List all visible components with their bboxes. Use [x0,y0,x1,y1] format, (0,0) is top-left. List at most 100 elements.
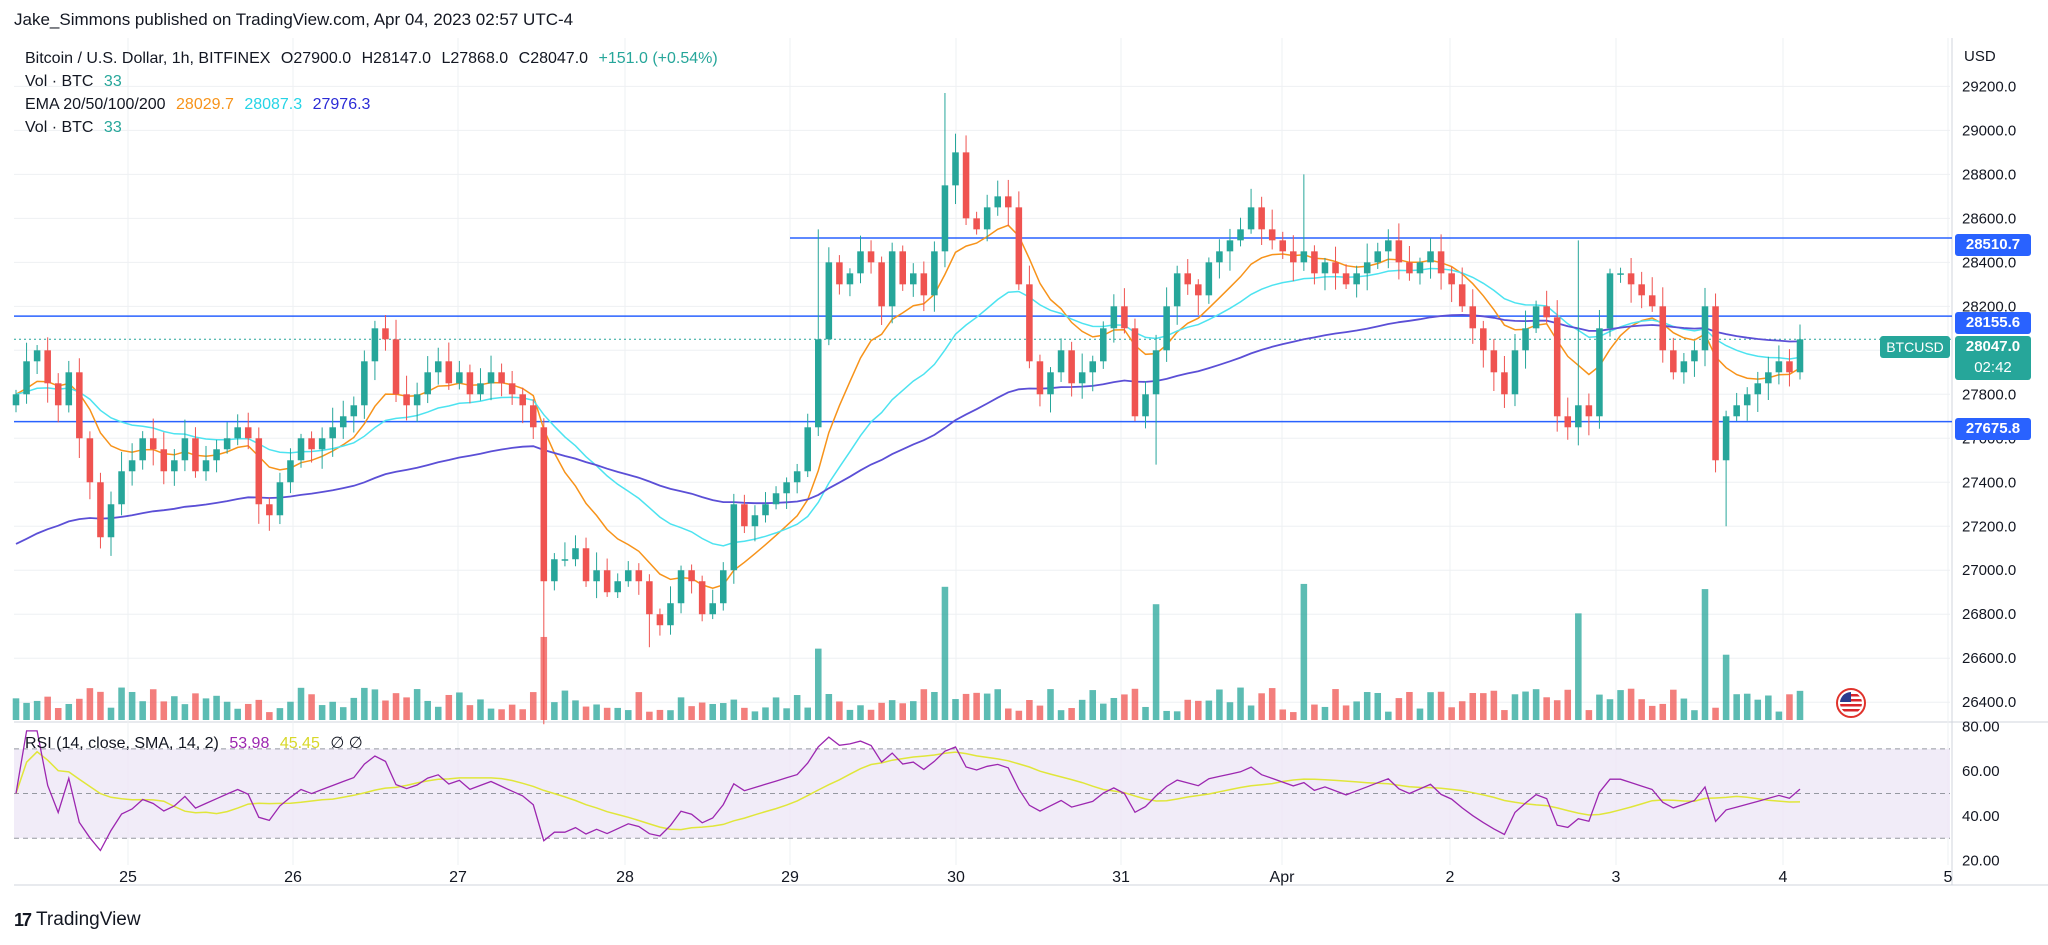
candle-body [1131,328,1139,417]
volume-bar [941,586,949,720]
candle [1385,229,1392,269]
candle-body [1511,350,1519,395]
candle-body [1490,350,1498,373]
rsi-tick-label: 60.00 [1962,763,2000,780]
candle [962,135,970,225]
volume-bar [983,693,991,720]
candle [994,180,1002,216]
candle [1532,300,1540,333]
level-tag-28155: 28155.6 [1955,312,2031,334]
candle-body [1300,251,1308,263]
candle-body [1279,240,1287,252]
candle [1617,267,1624,283]
volume-bar [709,704,716,720]
volume-bar [1163,710,1170,720]
volume-bar [1458,701,1466,720]
candle [593,552,600,599]
volume-bar [519,709,526,720]
candle [1480,320,1487,368]
volume-bar [899,703,906,720]
candle [308,431,315,463]
candle [1332,246,1339,290]
candle [118,451,125,516]
candle [424,356,431,404]
candle [762,492,769,523]
y-tick-label: 28400.0 [1962,254,2016,271]
candle-body [1026,284,1033,362]
candle-body [825,262,833,340]
candle [1427,238,1434,279]
x-tick-label: Apr [1270,869,1296,886]
candle-body [339,416,347,428]
ema-label: EMA 20/50/100/200 [25,96,166,113]
candle [1100,321,1107,369]
candle-body [1575,405,1582,428]
ema20-value: 28029.7 [176,96,234,113]
candle [1596,309,1603,429]
candle-body [1247,207,1255,230]
candle-body [582,548,590,582]
volume-bar [857,705,864,720]
candle [973,211,980,235]
candle [1775,345,1783,385]
candle-body [973,218,980,230]
candle [1237,217,1244,247]
candle [1575,240,1582,446]
candle [1184,259,1192,295]
candle [318,427,326,469]
y-tick-label: 27000.0 [1962,562,2016,579]
volume-bar [551,702,558,720]
volume-bar [719,703,727,720]
candle [1321,257,1329,291]
candle [1005,179,1012,227]
candle-body [54,383,62,406]
candle-body [434,361,442,373]
candle [44,337,51,403]
footer-brand[interactable]: 17 TradingView [14,909,141,931]
brand-name: TradingView [36,909,141,930]
volume-bar [86,688,94,720]
volume-bar [1015,710,1023,720]
low-value: L27868.0 [441,50,509,67]
candle-body [1268,229,1276,241]
volume-bar [192,693,199,720]
candle [804,413,811,478]
candle [1057,338,1065,382]
volume-bar [308,694,315,720]
candle-body [466,372,474,395]
volume-bar [836,701,843,720]
candle-body [255,438,263,505]
flag-icon[interactable] [1836,688,1866,718]
y-tick-label: 29200.0 [1962,78,2016,95]
candle [846,268,854,297]
candle [445,342,453,390]
candle-body [350,405,358,417]
candle-body [107,504,115,538]
volume-bar [994,689,1002,720]
candle-body [1258,207,1265,230]
candle [1648,277,1656,312]
candle-body [244,427,252,439]
candle [719,562,727,611]
x-tick-label: 27 [449,869,467,886]
candle-body [1532,306,1540,329]
volume-bar [403,697,410,720]
candle [1543,290,1550,323]
candle [65,360,73,413]
candle-body [793,471,801,483]
currency-label: USD [1964,48,1996,65]
volume-bar [118,687,125,720]
volume-bar [952,699,959,720]
candle [1110,294,1118,343]
volume-bar [171,696,178,720]
candle [1691,340,1698,377]
volume-bar [646,711,653,720]
candle-body [1057,350,1065,373]
candle [867,240,875,274]
candle-body [1670,350,1677,373]
volume-bar [1480,693,1487,720]
candle [730,493,738,584]
candle-body [266,504,273,516]
candle-body [318,438,326,450]
